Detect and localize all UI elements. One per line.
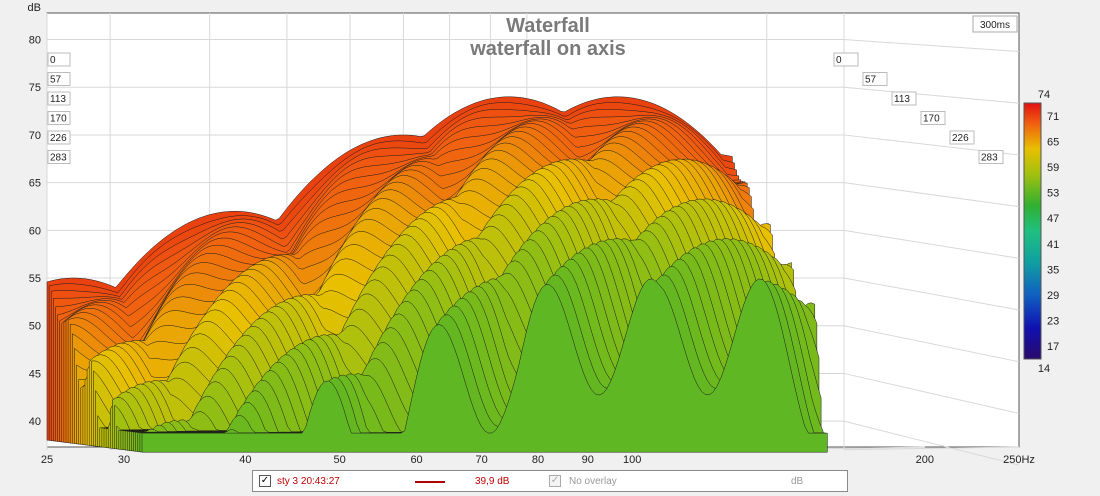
time-tick-box: [920, 111, 946, 125]
x-tick-label: 70: [476, 454, 488, 466]
time-label-box: 300ms: [972, 15, 1018, 33]
time-tick-box: [833, 52, 859, 67]
grid-line-floor: [843, 446, 1020, 451]
colorbar: 74 14 71 65 59 53 47 41 35 29 23 17: [1023, 89, 1059, 375]
time-tick-label: 283: [50, 153, 67, 164]
grid-line-side: [843, 86, 1020, 104]
grid-line-side: [843, 39, 1020, 53]
x-tick-label: 80: [532, 454, 544, 466]
time-tick-label: 170: [923, 114, 940, 125]
x-tick-label: 90: [582, 454, 594, 466]
x-tick-label: 50: [333, 454, 345, 466]
time-tick-box: [47, 111, 71, 125]
grid-line-side: [843, 372, 1020, 414]
time-tick-label: 226: [50, 133, 67, 144]
x-tick-label: 250Hz: [1003, 454, 1035, 466]
waterfall-surface: [46, 96, 828, 453]
x-tick-label: 100: [623, 454, 641, 466]
time-tick-box: [47, 91, 71, 106]
x-tick-label: 30: [118, 454, 130, 466]
y-tick-label: 70: [29, 130, 41, 142]
colorbar-tick-label: 59: [1047, 162, 1059, 174]
colorbar-tick-label: 65: [1047, 136, 1059, 148]
colorbar-tick-label: 71: [1047, 111, 1059, 123]
waterfall-chart: 80 75 70 65 60 55 50 45 40 dB 25 30 40 50 60 70 80 90 100 2…: [28, 2, 1060, 466]
time-tick-label: 0: [836, 55, 842, 66]
time-tick-box: [47, 150, 71, 164]
y-tick-label: 55: [29, 273, 41, 285]
overlay-label: No overlay: [569, 476, 617, 487]
time-tick-box: [862, 72, 888, 86]
axes: 80 75 70 65 60 55 50 45 40 dB 25 30 40 50 60 70 80 90 100 2…: [28, 2, 1035, 466]
y-tick-label: 40: [29, 416, 41, 428]
measurement-checkbox[interactable]: ✓: [259, 475, 271, 487]
grid-line-side: [843, 420, 1020, 466]
grid-line-side: [843, 277, 1020, 311]
time-tick-label: 226: [952, 133, 969, 144]
time-tick-label: 0: [50, 55, 56, 66]
y-tick-label: 60: [29, 225, 41, 237]
y-axis-label: dB: [28, 2, 41, 14]
time-tick-label: 283: [981, 153, 998, 164]
chart-subtitle: waterfall on axis: [469, 38, 626, 60]
time-tick-box: [47, 72, 71, 86]
y-tick-label: 45: [29, 368, 41, 380]
grid-line-side: [843, 182, 1020, 208]
time-tick-box: [891, 91, 917, 106]
grid-line-side: [843, 325, 1020, 363]
time-tick-label: 57: [865, 75, 877, 86]
y-tick-label: 65: [29, 178, 41, 190]
colorbar-tick-label: 23: [1047, 316, 1059, 328]
time-tick-label: 113: [50, 94, 66, 105]
colorbar-max-label: 74: [1038, 89, 1050, 101]
measurement-label: sty 3 20:43:27: [277, 476, 340, 487]
overlay-unit: dB: [791, 476, 804, 487]
y-tick-label: 75: [29, 82, 41, 94]
colorbar-tick-label: 17: [1047, 341, 1059, 353]
y-tick-label: 80: [29, 35, 41, 47]
measurement-value: 39,9 dB: [475, 476, 510, 487]
colorbar-tick-label: 29: [1047, 290, 1059, 302]
chart-title: Waterfall: [506, 15, 590, 37]
colorbar-tick-label: 53: [1047, 188, 1059, 200]
grid-line-side: [843, 229, 1020, 259]
time-tick-label: 57: [50, 75, 62, 86]
x-tick-label: 200: [916, 454, 934, 466]
waterfall-slice: [141, 278, 828, 453]
x-tick-label: 25: [41, 454, 53, 466]
time-tick-box: [978, 150, 1004, 164]
colorbar-gradient: [1023, 102, 1042, 360]
measurement-line-swatch: [415, 481, 445, 483]
colorbar-tick-label: 47: [1047, 213, 1059, 225]
time-span-label: 300ms: [980, 20, 1010, 31]
time-tick-box: [47, 130, 71, 145]
measurement-legend: ✓ sty 3 20:43:27 39,9 dB ✓ No overlay dB: [252, 470, 848, 492]
time-tick-label: 170: [50, 114, 67, 125]
colorbar-tick-label: 35: [1047, 264, 1059, 276]
time-tick-label: 113: [894, 94, 910, 105]
time-tick-box: [949, 130, 975, 145]
colorbar-tick-label: 41: [1047, 239, 1059, 251]
x-tick-label: 40: [239, 454, 251, 466]
x-tick-label: 60: [410, 454, 422, 466]
y-tick-label: 50: [29, 321, 41, 333]
colorbar-min-label: 14: [1038, 363, 1050, 375]
overlay-checkbox[interactable]: ✓: [549, 475, 561, 487]
time-tick-box: [47, 52, 71, 67]
